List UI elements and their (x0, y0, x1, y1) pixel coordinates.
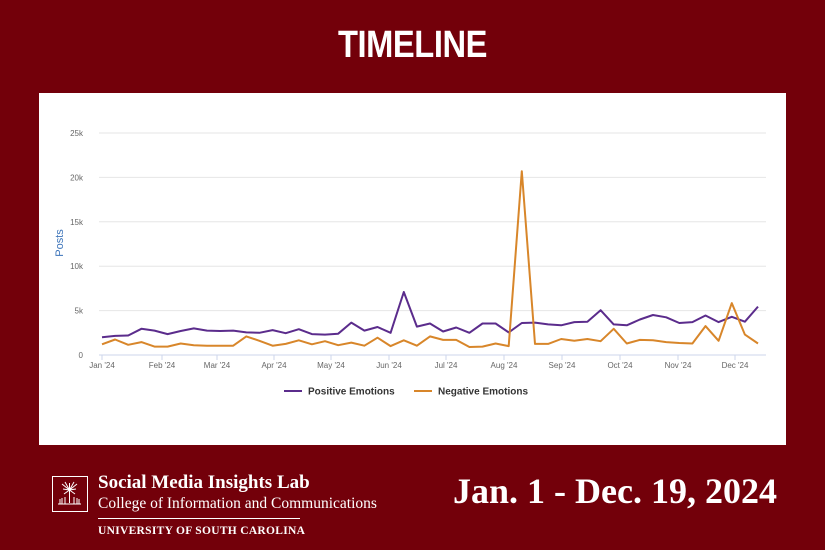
svg-text:Positive Emotions: Positive Emotions (308, 387, 395, 398)
y-tick-label: 0 (79, 351, 84, 360)
lab-name: Social Media Insights Lab (98, 472, 310, 493)
college-name: College of Information and Communication… (98, 495, 377, 512)
y-axis-label: Posts (54, 229, 66, 257)
date-range: Jan. 1 - Dec. 19, 2024 (453, 471, 777, 511)
chart-card: 0 5k 10k 15k 20k 25k Jan '24 Feb '24 Mar '24 Apr… (39, 93, 786, 445)
x-axis-ticks: Jan '24 Feb '24 Mar '24 Apr '24 May '24 Jun '… (89, 355, 749, 370)
y-tick-label: 15k (70, 218, 84, 227)
y-tick-label: 5k (75, 307, 84, 316)
x-tick-label: Feb '24 (149, 361, 176, 370)
x-tick-label: Jul '24 (435, 361, 458, 370)
y-tick-label: 25k (70, 129, 84, 138)
divider (98, 518, 300, 519)
x-tick-label: Nov '24 (665, 361, 692, 370)
y-axis-ticks: 0 5k 10k 15k 20k 25k (70, 129, 84, 360)
palmetto-tree-icon (52, 476, 88, 512)
legend-item-positive[interactable]: Positive Emotions (284, 387, 395, 398)
legend: Positive Emotions Negative Emotions (284, 387, 528, 398)
x-tick-label: Oct '24 (607, 361, 633, 370)
x-tick-label: Mar '24 (204, 361, 231, 370)
x-tick-label: Apr '24 (261, 361, 287, 370)
x-tick-label: Jan '24 (89, 361, 115, 370)
series-line-positive (101, 291, 759, 339)
x-tick-label: Sep '24 (549, 361, 576, 370)
page-title: TIMELINE (337, 24, 488, 66)
series-line-negative (101, 170, 759, 348)
university-name: UNIVERSITY OF SOUTH CAROLINA (98, 525, 306, 537)
x-tick-label: Dec '24 (722, 361, 749, 370)
gridlines (99, 132, 766, 356)
series-lines (101, 170, 759, 348)
x-tick-label: Aug '24 (491, 361, 518, 370)
legend-item-negative[interactable]: Negative Emotions (414, 387, 528, 398)
svg-text:Negative Emotions: Negative Emotions (438, 387, 528, 398)
y-tick-label: 20k (70, 173, 84, 182)
y-tick-label: 10k (70, 262, 84, 271)
x-tick-label: May '24 (317, 361, 345, 370)
lab-branding: Social Media Insights Lab College of Inf… (98, 472, 377, 538)
x-tick-label: Jun '24 (376, 361, 402, 370)
timeline-chart: 0 5k 10k 15k 20k 25k Jan '24 Feb '24 Mar '24 Apr… (54, 129, 766, 398)
